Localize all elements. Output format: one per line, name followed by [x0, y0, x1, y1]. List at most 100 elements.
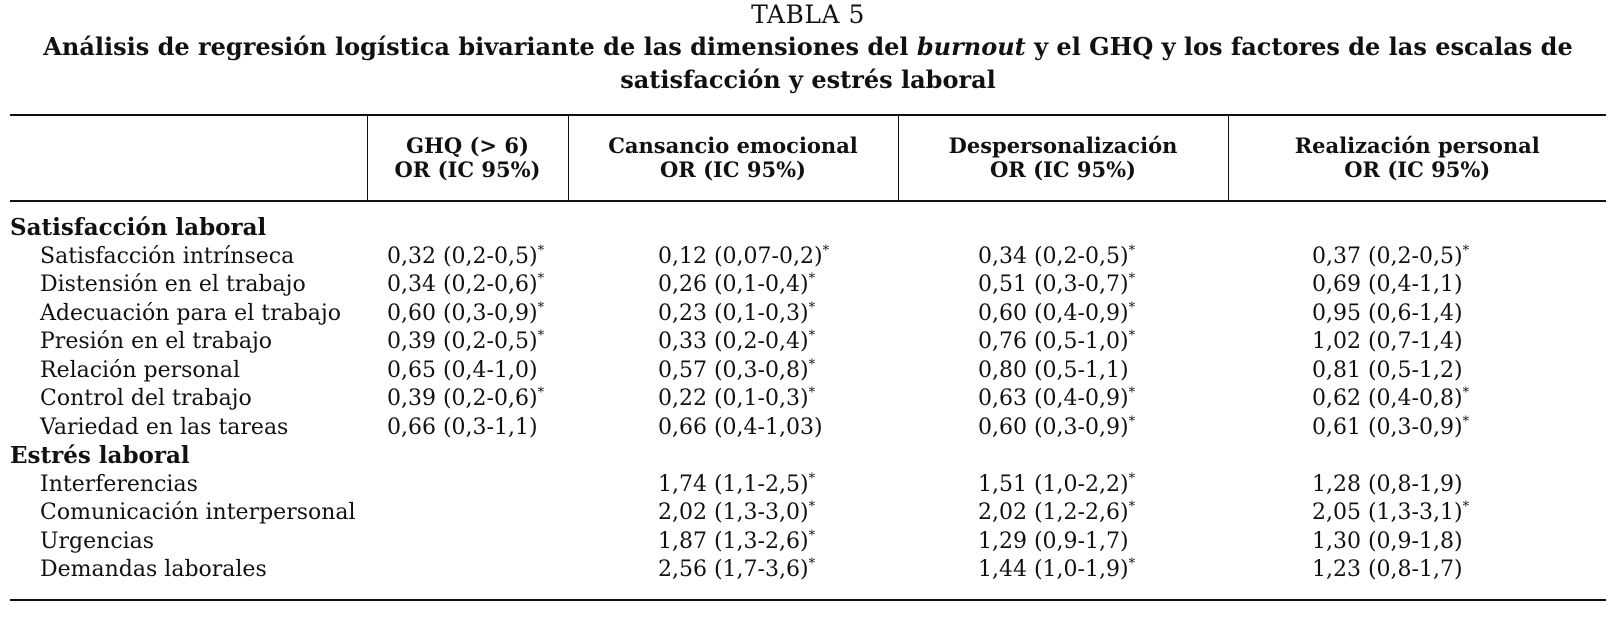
significance-mark: *: [808, 499, 816, 515]
significance-mark: *: [1128, 385, 1136, 401]
table-cell: 0,39 (0,2-0,5)*: [367, 328, 568, 357]
significance-mark: *: [1462, 414, 1470, 430]
table-cell: 0,34 (0,2-0,6)*: [367, 271, 568, 300]
significance-mark: *: [1128, 243, 1136, 259]
header-cell-row-labels: [10, 114, 367, 202]
section-header-row: Satisfacción laboral: [10, 201, 1606, 243]
table-cell: [367, 499, 568, 528]
table-cell: 0,23 (0,1-0,3)*: [568, 300, 898, 329]
table-cell: 1,30 (0,9-1,8): [1228, 528, 1606, 557]
table-cell: 0,34 (0,2-0,5)*: [898, 243, 1228, 272]
cell-value: 1,28 (0,8-1,9): [1312, 471, 1463, 497]
table-cell: 1,74 (1,1-2,5)*: [568, 471, 898, 500]
cell-value: 0,32 (0,2-0,5): [387, 243, 538, 269]
significance-mark: *: [1128, 300, 1136, 316]
section-title: Satisfacción laboral: [10, 214, 267, 241]
table-cell: 0,76 (0,5-1,0)*: [898, 328, 1228, 357]
table-cell: 0,12 (0,07-0,2)*: [568, 243, 898, 272]
table-cell: 0,66 (0,4-1,03): [568, 414, 898, 443]
table-body: Satisfacción laboral Satisfacción intríns…: [10, 201, 1606, 601]
cell-value: 2,02 (1,3-3,0): [658, 500, 809, 525]
table-cell: 0,33 (0,2-0,4)*: [568, 328, 898, 357]
cell-value: 0,34 (0,2-0,6): [387, 272, 538, 297]
cell-value: 0,76 (0,5-1,0): [978, 329, 1129, 354]
table-cell: 0,95 (0,6-1,4): [1228, 300, 1606, 329]
caption-text-end: y el GHQ y los factores de las escalas d…: [620, 32, 1573, 94]
significance-mark: *: [537, 300, 545, 316]
cell-value: 0,33 (0,2-0,4): [658, 329, 809, 354]
cell-value: 0,60 (0,3-0,9): [978, 414, 1129, 440]
significance-mark: *: [1462, 243, 1470, 259]
significance-mark: *: [537, 243, 545, 259]
significance-mark: *: [808, 471, 816, 487]
table-cell: 0,66 (0,3-1,1): [367, 414, 568, 443]
significance-mark: *: [808, 385, 816, 401]
row-label: Urgencias: [40, 528, 155, 554]
cell-value: 0,39 (0,2-0,5): [387, 329, 538, 354]
table-row: Distensión en el trabajo 0,34 (0,2-0,6)* 0…: [10, 271, 1606, 300]
cell-value: 0,23 (0,1-0,3): [658, 300, 809, 326]
cell-value: 0,66 (0,4-1,03): [658, 414, 823, 440]
header-despersonalizacion: Despersonalización OR (IC 95%): [897, 114, 1228, 202]
table-row: Satisfacción intrínseca 0,32 (0,2-0,5)* 0,…: [10, 243, 1606, 272]
caption-text-start: Análisis de regresión logística bivarian…: [43, 32, 917, 61]
table-cell: 0,61 (0,3-0,9)*: [1228, 414, 1606, 443]
cell-value: 0,51 (0,3-0,7): [978, 272, 1129, 297]
significance-mark: *: [808, 328, 816, 344]
cell-value: 0,57 (0,3-0,8): [658, 357, 809, 383]
header-despersonalizacion-line2: OR (IC 95%): [990, 157, 1136, 182]
significance-mark: *: [808, 528, 816, 544]
cell-value: 1,30 (0,9-1,8): [1312, 528, 1463, 554]
table-cell: 0,80 (0,5-1,1): [898, 357, 1228, 386]
row-label: Variedad en las tareas: [40, 414, 289, 440]
table-cell: 1,87 (1,3-2,6)*: [568, 528, 898, 557]
significance-mark: *: [1128, 414, 1136, 430]
cell-value: 0,22 (0,1-0,3): [658, 386, 809, 411]
row-label: Demandas laborales: [10, 556, 367, 601]
table-cell: 0,57 (0,3-0,8)*: [568, 357, 898, 386]
table-cell: [367, 528, 568, 557]
table-number: TABLA 5: [751, 0, 865, 29]
header-cansancio-line1: Cansancio emocional: [608, 133, 858, 158]
row-label: Presión en el trabajo: [40, 329, 273, 354]
cell-value: 0,26 (0,1-0,4): [658, 272, 809, 297]
significance-mark: *: [537, 271, 545, 287]
header-cansancio-emocional: Cansancio emocional OR (IC 95%): [567, 114, 898, 202]
header-ghq-line1: GHQ (> 6): [406, 133, 529, 158]
table-cell: 1,23 (0,8-1,7): [1228, 556, 1606, 601]
significance-mark: *: [1128, 499, 1136, 515]
cell-value: 0,80 (0,5-1,1): [978, 357, 1129, 383]
table-row: Control del trabajo 0,39 (0,2-0,6)* 0,22 (…: [10, 385, 1606, 414]
header-realizacion-line1: Realización personal: [1294, 133, 1540, 158]
table-cell: 1,29 (0,9-1,7): [898, 528, 1228, 557]
row-label: Distensión en el trabajo: [40, 272, 306, 297]
header-ghq: GHQ (> 6) OR (IC 95%): [366, 114, 568, 202]
table-cell: 0,32 (0,2-0,5)*: [367, 243, 568, 272]
cell-value: 0,63 (0,4-0,9): [978, 386, 1129, 411]
row-label: Comunicación interpersonal: [40, 500, 356, 525]
cell-value: 0,62 (0,4-0,8): [1312, 386, 1463, 411]
table-row: Interferencias 1,74 (1,1-2,5)* 1,51 (1,0-2…: [10, 471, 1606, 500]
header-despersonalizacion-line1: Despersonalización: [948, 133, 1178, 158]
cell-value: 1,23 (0,8-1,7): [1312, 557, 1463, 582]
results-table: GHQ (> 6) OR (IC 95%) Cansancio emocional…: [10, 114, 1606, 601]
cell-value: 0,39 (0,2-0,6): [387, 386, 538, 411]
table-row: Comunicación interpersonal 2,02 (1,3-3,0)…: [10, 499, 1606, 528]
cell-value: 2,05 (1,3-3,1): [1312, 500, 1463, 525]
table-cell: 1,02 (0,7-1,4): [1228, 328, 1606, 357]
table-cell: [367, 556, 568, 601]
table-cell: 0,63 (0,4-0,9)*: [898, 385, 1228, 414]
table-cell: 1,51 (1,0-2,2)*: [898, 471, 1228, 500]
section-title: Estrés laboral: [10, 442, 190, 469]
table-row: Adecuación para el trabajo 0,60 (0,3-0,9)…: [10, 300, 1606, 329]
significance-mark: *: [537, 328, 545, 344]
table-cell: 0,51 (0,3-0,7)*: [898, 271, 1228, 300]
table-row: Presión en el trabajo 0,39 (0,2-0,5)* 0,33…: [10, 328, 1606, 357]
cell-value: 1,29 (0,9-1,7): [978, 528, 1129, 554]
cell-value: 0,61 (0,3-0,9): [1312, 414, 1463, 440]
row-label: Satisfacción intrínseca: [40, 243, 295, 269]
table-row: Demandas laborales 2,56 (1,7-3,6)* 1,44 (1…: [10, 556, 1606, 601]
table-cell: 1,28 (0,8-1,9): [1228, 471, 1606, 500]
table-cell: 0,22 (0,1-0,3)*: [568, 385, 898, 414]
header-row: GHQ (> 6) OR (IC 95%) Cansancio emocional…: [10, 114, 1606, 202]
